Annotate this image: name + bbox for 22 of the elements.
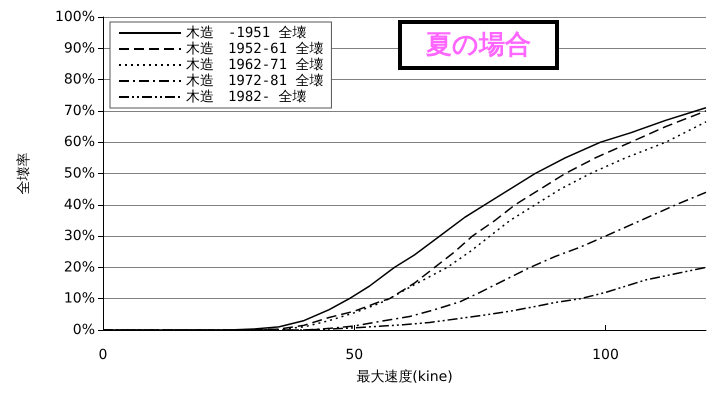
- y-tick-label: 0%: [72, 322, 95, 338]
- y-tick-label: 70%: [64, 102, 95, 119]
- y-tick-label: 30%: [64, 228, 95, 244]
- legend-label: 木造 1982- 全壊: [186, 89, 307, 105]
- x-tick-label: 0: [98, 347, 108, 363]
- y-axis-title: 全壊率: [16, 152, 32, 194]
- legend-label: 木造 1952-61 全壊: [186, 41, 324, 57]
- legend-label: 木造 -1951 全壊: [186, 25, 307, 41]
- legend-label: 木造 1972-81 全壊: [186, 73, 324, 89]
- y-tick-label: 60%: [64, 134, 95, 150]
- y-tick-label: 100%: [54, 9, 95, 25]
- text: 夏の場合: [425, 30, 531, 60]
- y-tick-label: 40%: [64, 196, 95, 213]
- y-tick-label: 20%: [64, 259, 95, 276]
- y-tick-label: 50%: [64, 166, 95, 182]
- x-tick-label: 50: [345, 347, 364, 363]
- y-tick-label: 10%: [64, 290, 95, 307]
- y-tick-label: 80%: [64, 72, 95, 88]
- legend-label: 木造 1962-71 全壊: [186, 57, 324, 73]
- x-tick-label: 100: [592, 347, 619, 363]
- x-axis-title: 最大速度(kine): [356, 369, 453, 385]
- y-tick-label: 90%: [64, 40, 95, 56]
